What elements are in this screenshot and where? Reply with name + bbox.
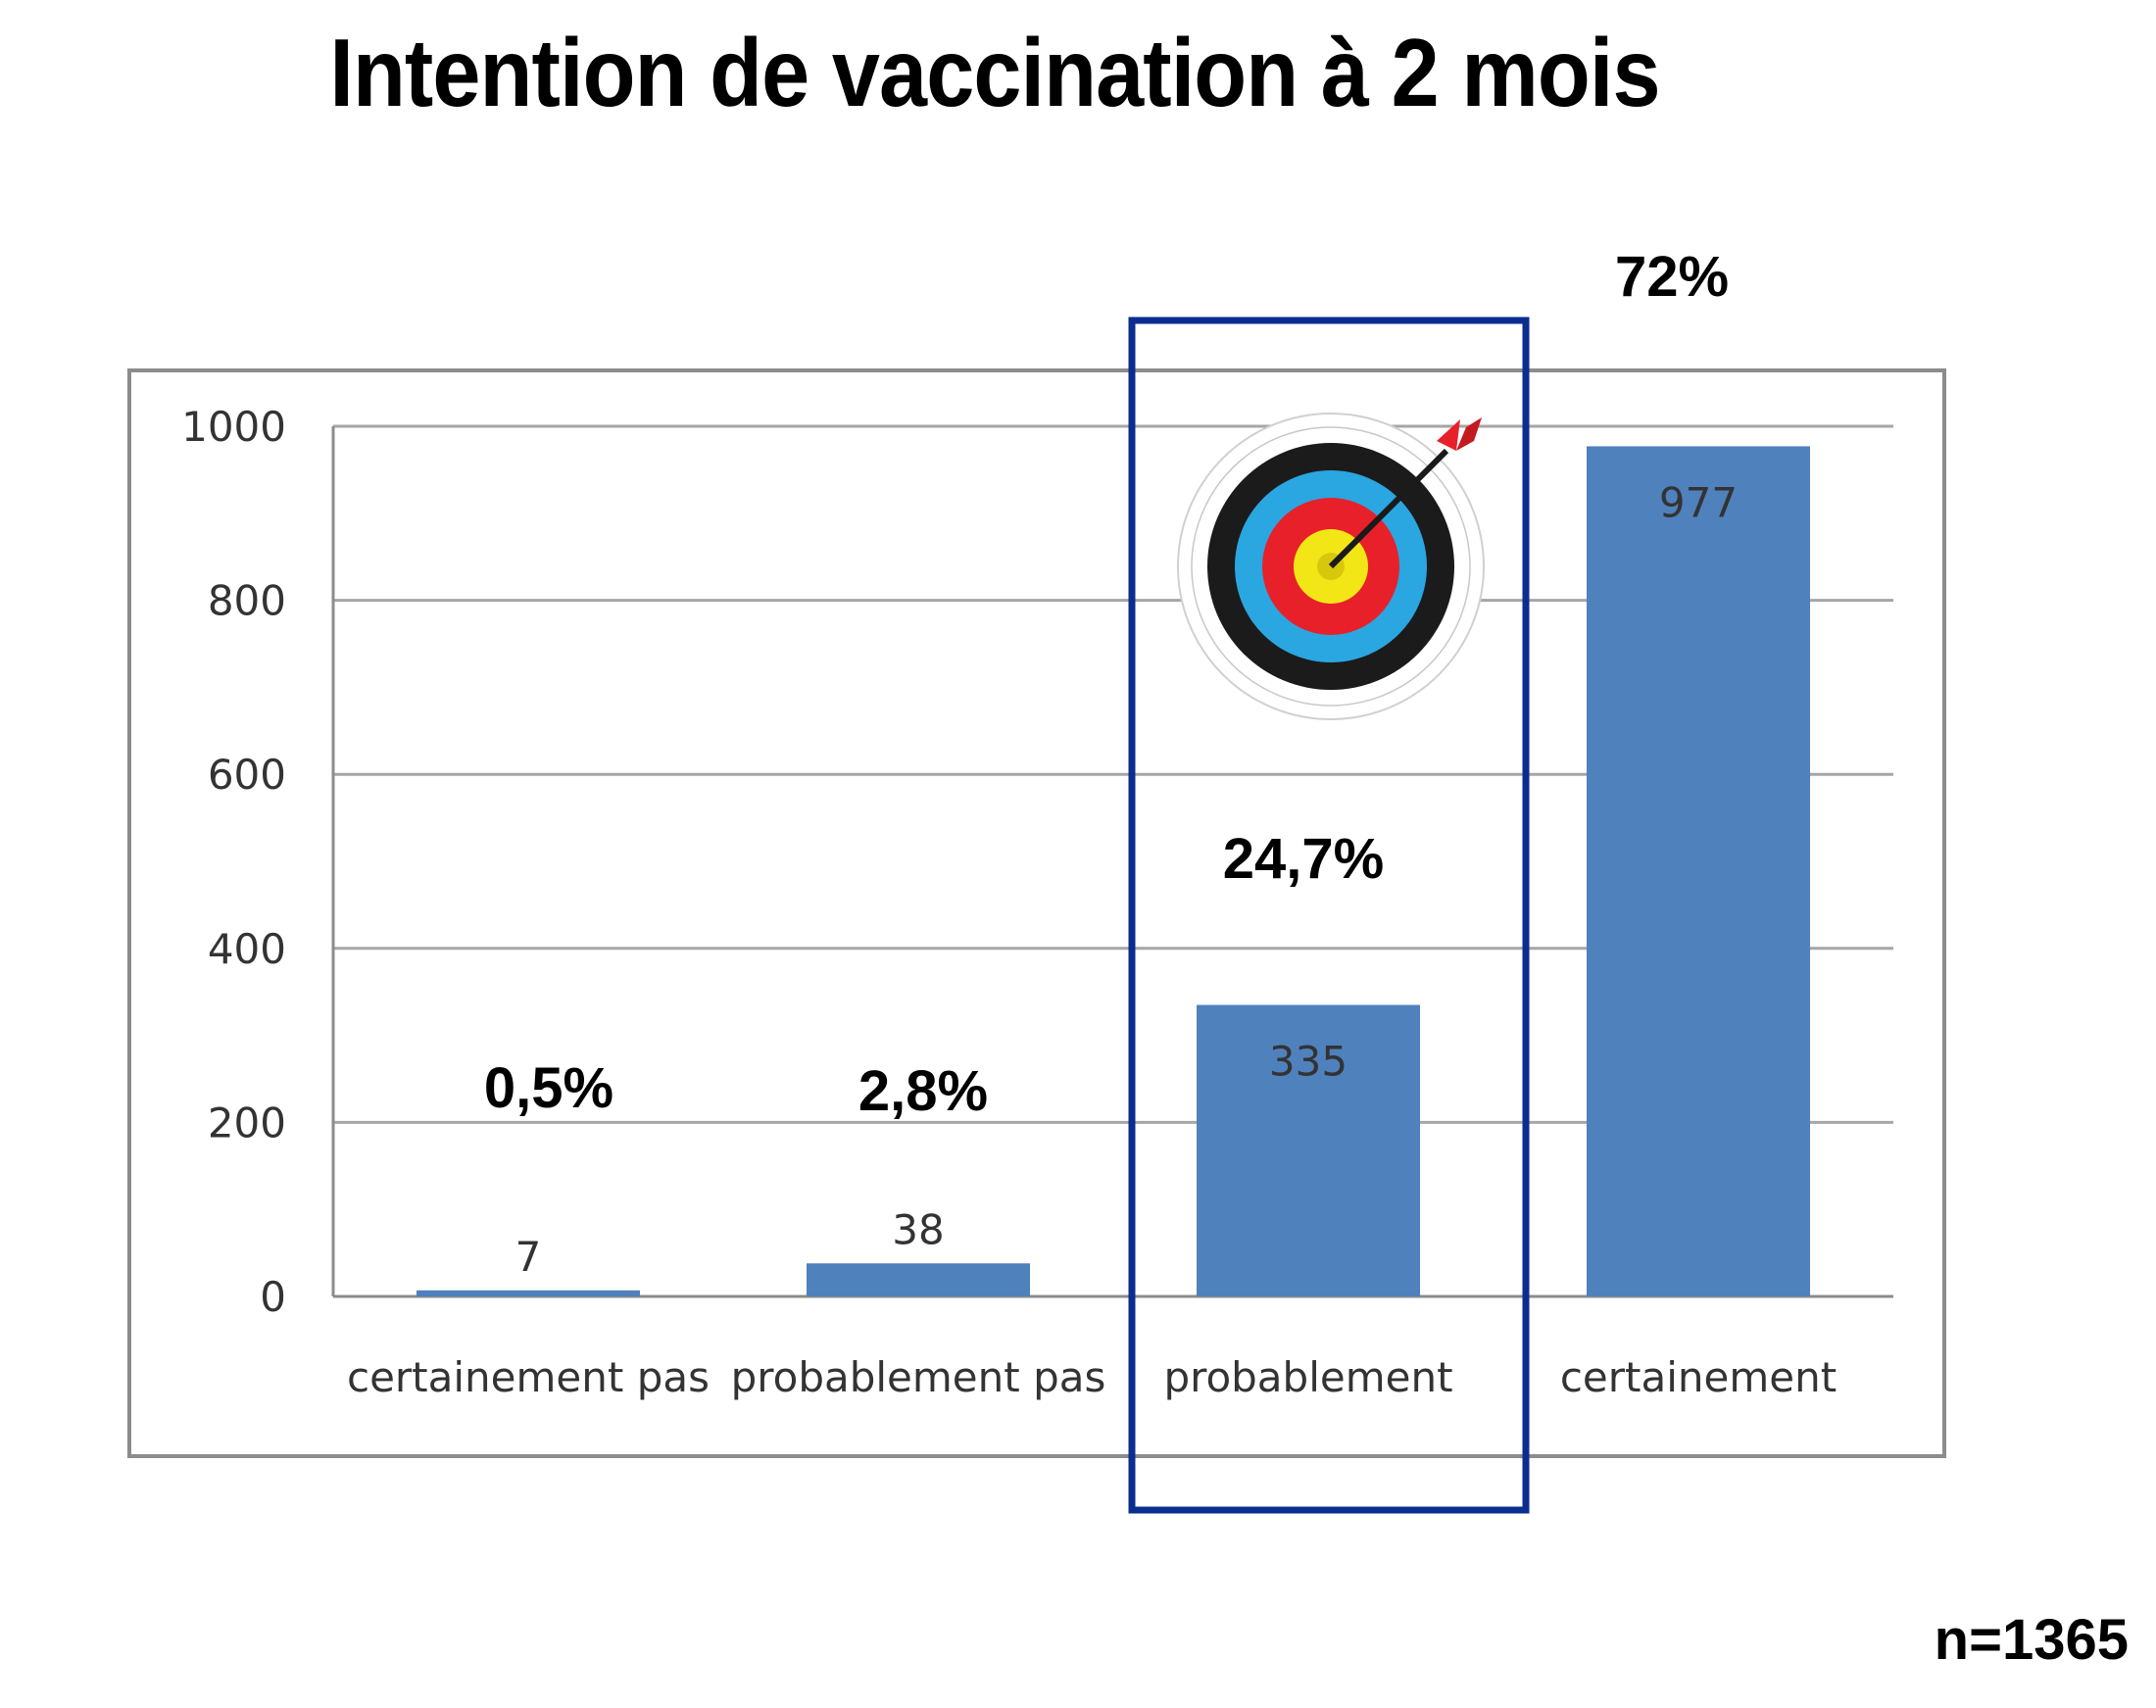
category-label: probablement [1163,1353,1452,1401]
sample-size-label: n=1365 [1934,1608,2129,1672]
y-tick-label: 1000 [181,403,286,451]
data-labels: 7 38 335 977 [515,478,1738,1280]
data-label: 335 [1269,1038,1348,1086]
bars [416,446,1810,1296]
percent-label: 72% [1615,245,1729,309]
percent-label: 24,7% [1223,827,1384,891]
percent-labels: 0,5% 2,8% 24,7% 72% [484,245,1729,1123]
category-labels: certainement pas probablement pas probable… [347,1353,1837,1401]
category-label: certainement pas [347,1353,710,1401]
y-tick-label: 200 [208,1098,286,1147]
y-tick-label: 0 [260,1273,286,1321]
bar-probablement [1197,1004,1420,1296]
chart-title: Intention de vaccination à 2 mois [329,19,1660,126]
bar-probablement-pas [807,1263,1030,1296]
category-label: certainement [1560,1353,1837,1401]
category-label: probablement pas [731,1353,1106,1401]
bar-certainement [1587,446,1810,1296]
percent-label: 2,8% [858,1059,988,1123]
y-tick-label: 600 [208,751,286,799]
bar-certainement-pas [416,1290,640,1296]
y-tick-label: 400 [208,925,286,973]
data-label: 38 [892,1205,944,1253]
percent-label: 0,5% [484,1056,613,1120]
y-axis-ticks: 0 200 400 600 800 1000 [181,403,286,1321]
target-icon [1177,413,1485,720]
data-label: 7 [515,1233,542,1281]
y-tick-label: 800 [208,577,286,625]
data-label: 977 [1659,478,1738,526]
highlight-box [1128,317,1530,1514]
